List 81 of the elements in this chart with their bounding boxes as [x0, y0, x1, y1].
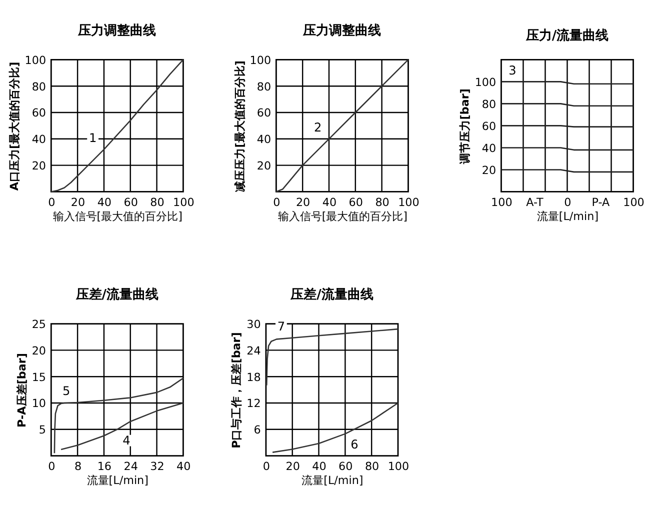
x-axis-title: 流量[L/min]: [302, 474, 364, 488]
y-axis-title: P口与工作，压差[bar]: [230, 332, 244, 448]
x-tick-label: 60: [338, 460, 353, 474]
y-tick-label: 18: [246, 370, 261, 384]
x-tick-label: 8: [74, 460, 82, 474]
x-tick-label: 20: [286, 460, 300, 474]
y-tick-label: 80: [482, 98, 496, 111]
x-tick-label: 40: [312, 460, 326, 474]
y-tick-label: 24: [246, 344, 261, 358]
x-tick-label: 60: [348, 196, 363, 210]
y-tick-label: 60: [32, 106, 46, 120]
chart-title: 压力调整曲线: [302, 24, 382, 39]
y-axis-title: 调节压力[bar]: [458, 88, 472, 165]
series-label: 6: [350, 438, 358, 452]
y-tick-label: 5: [38, 424, 46, 437]
annotation: 3: [508, 64, 516, 78]
line-series: [276, 59, 409, 192]
chart-title: 压力/流量曲线: [524, 28, 609, 44]
y-tick-label: 100: [24, 54, 46, 67]
x-axis-title: 输入信号[最大值的百分比]: [278, 210, 408, 224]
y-axis-title: P-A压差[bar]: [15, 353, 28, 428]
chart-title: 压差/流量曲线: [74, 286, 159, 303]
x-tick-label: 100: [398, 196, 420, 210]
x-tick-label: 40: [176, 460, 191, 474]
x-tick-label: 16: [97, 460, 112, 474]
y-axis-title: A口压力[最大值的百分比]: [8, 62, 22, 191]
y-tick-label: 100: [474, 76, 496, 89]
x-tick-label: 80: [375, 196, 390, 210]
y-tick-label: 40: [482, 142, 496, 155]
y-tick-label: 40: [256, 133, 272, 146]
x-tick-label: 40: [322, 196, 337, 210]
y-tick-label: 60: [482, 120, 496, 133]
series-label: 4: [122, 433, 130, 448]
y-tick-label: 40: [32, 133, 46, 146]
y-tick-label: 15: [32, 370, 46, 384]
x-tick-label: 0: [564, 196, 572, 210]
chart-title: 压差/流量曲线: [290, 286, 374, 303]
x-tick-label: 20: [70, 196, 86, 210]
y-tick-label: 100: [250, 54, 272, 67]
x-tick-label: 24: [124, 460, 138, 474]
line-series: [54, 378, 184, 454]
line-series: [50, 59, 184, 192]
y-tick-label: 60: [256, 106, 272, 120]
x-tick-label: 100: [623, 196, 644, 210]
y-tick-label: 80: [256, 80, 272, 94]
x-tick-label: 0: [273, 196, 280, 210]
x-tick-label: 60: [124, 196, 138, 210]
y-tick-label: 10: [32, 397, 46, 410]
x-axis-title: 流量[L/min]: [86, 474, 148, 488]
line-series: [60, 402, 184, 450]
x-tick-label: 80: [150, 196, 164, 210]
x-tick-label: A-T: [526, 196, 544, 210]
x-tick-label: 100: [173, 196, 194, 210]
x-tick-label: 0: [48, 460, 56, 474]
x-tick-label: 0: [262, 460, 270, 474]
x-tick-label: 100: [388, 460, 410, 474]
series-label: 1: [88, 131, 97, 146]
y-tick-label: 6: [254, 424, 261, 437]
x-axis-title: 输入信号[最大值的百分比]: [52, 210, 182, 224]
line-series: [272, 402, 399, 453]
series-label: 7: [277, 319, 286, 334]
x-tick-label: 0: [48, 196, 56, 210]
x-tick-label: 20: [296, 196, 310, 210]
y-tick-label: 25: [32, 318, 46, 331]
x-tick-label: 40: [97, 196, 112, 210]
series-label: 5: [62, 384, 70, 398]
x-tick-label: 100: [491, 196, 512, 210]
x-tick-label: 32: [150, 460, 164, 474]
y-tick-label: 20: [32, 344, 46, 358]
y-tick-label: 12: [246, 397, 261, 410]
y-axis-title: 减压压力[最大值的百分比]: [233, 60, 246, 192]
x-tick-label: P-A: [592, 196, 610, 210]
y-tick-label: 20: [256, 160, 272, 173]
x-tick-label: 80: [364, 460, 380, 474]
x-axis-title: 流量[L/min]: [536, 210, 599, 224]
y-tick-label: 20: [482, 164, 496, 177]
y-tick-label: 30: [246, 318, 261, 331]
y-tick-label: 20: [32, 160, 46, 173]
chart-title: 压力调整曲线: [77, 24, 156, 39]
y-tick-label: 80: [32, 80, 46, 94]
series-label: 2: [314, 120, 322, 134]
